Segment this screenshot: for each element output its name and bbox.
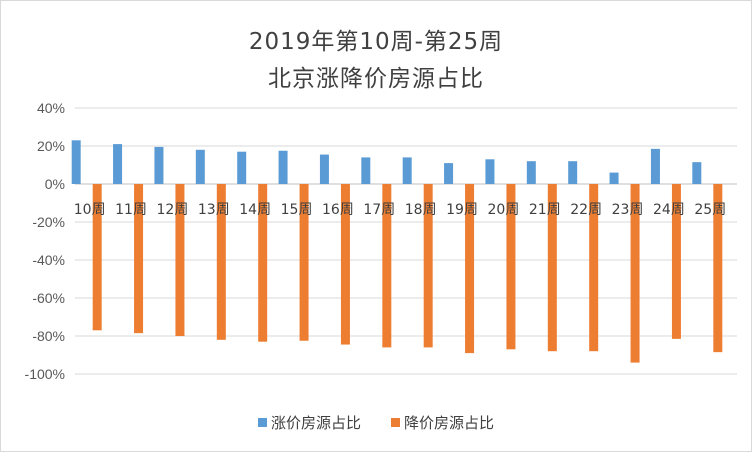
bar-rise — [113, 144, 123, 184]
x-tick-label: 19周 — [446, 202, 478, 218]
bar-rise — [195, 149, 205, 184]
x-tick-label: 21周 — [529, 202, 561, 218]
legend-item-fall: 降价房源占比 — [391, 412, 494, 433]
bar-rise — [692, 162, 702, 184]
bar-rise — [402, 157, 412, 184]
bar-fall — [216, 184, 226, 340]
x-tick-label: 11周 — [115, 202, 147, 218]
x-tick-label: 20周 — [488, 202, 520, 218]
y-tick-label: -80% — [32, 328, 65, 344]
bar-fall — [547, 184, 557, 352]
legend-swatch-fall — [391, 418, 400, 427]
bar-rise — [361, 157, 371, 184]
y-tick-label: -40% — [32, 252, 65, 268]
bar-fall — [134, 184, 144, 334]
x-tick-label: 13周 — [198, 202, 230, 218]
y-tick-label: 20% — [37, 138, 65, 154]
legend-label-rise: 涨价房源占比 — [270, 414, 361, 432]
bar-rise — [485, 159, 495, 184]
x-tick-label: 16周 — [322, 202, 354, 218]
bar-rise — [568, 161, 578, 184]
bar-rise — [526, 161, 536, 184]
x-tick-label: 18周 — [405, 202, 437, 218]
bar-fall — [630, 184, 640, 363]
bar-rise — [278, 150, 288, 184]
y-tick-label: -60% — [32, 290, 65, 306]
bar-rise — [154, 146, 164, 184]
bar-fall — [258, 184, 268, 342]
bar-fall — [465, 184, 475, 354]
bar-rise — [444, 163, 454, 184]
x-tick-label: 10周 — [74, 202, 106, 218]
bar-fall — [423, 184, 433, 348]
y-tick-label: -20% — [32, 214, 65, 230]
x-tick-label: 17周 — [363, 202, 395, 218]
bar-rise — [609, 172, 619, 184]
legend-item-rise: 涨价房源占比 — [257, 412, 361, 433]
bar-rise — [237, 151, 247, 184]
bar-fall — [299, 184, 309, 341]
legend-swatch-rise — [257, 418, 267, 427]
bar-rise — [71, 140, 81, 184]
y-tick-label: 0% — [45, 176, 65, 192]
x-tick-label: 22周 — [570, 202, 602, 218]
x-tick-label: 23周 — [612, 202, 644, 218]
bar-fall — [589, 184, 599, 352]
legend-label-fall: 降价房源占比 — [404, 414, 495, 432]
x-tick-label: 12周 — [157, 202, 189, 218]
bar-fall — [506, 184, 516, 350]
bar-rise — [319, 154, 329, 184]
bar-fall — [382, 184, 392, 348]
bar-fall — [92, 184, 102, 331]
x-tick-label: 25周 — [694, 202, 726, 218]
y-tick-label: 40% — [37, 100, 65, 116]
bar-rise — [650, 148, 660, 184]
y-tick-label: -100% — [25, 366, 65, 382]
chart-title: 2019年第10周-第25周 — [248, 29, 504, 55]
bar-fall — [671, 184, 681, 339]
x-tick-label: 14周 — [239, 202, 271, 218]
bar-fall — [713, 184, 723, 353]
bar-fall — [340, 184, 350, 345]
legend: 涨价房源占比 降价房源占比 — [0, 412, 752, 433]
bar-fall — [175, 184, 185, 336]
x-tick-label: 15周 — [281, 202, 313, 218]
x-tick-label: 24周 — [653, 202, 685, 218]
chart-subtitle: 北京涨降价房源占比 — [268, 66, 484, 92]
